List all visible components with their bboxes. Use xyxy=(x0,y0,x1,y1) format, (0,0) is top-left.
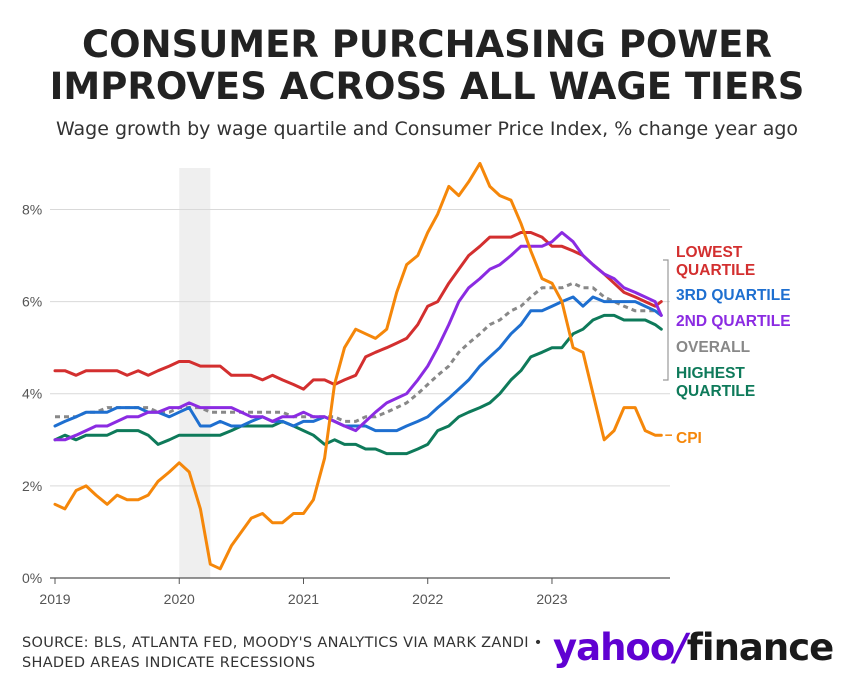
yahoo-finance-logo: yahoo/finance xyxy=(553,626,834,669)
source-note: SOURCE: BLS, ATLANTA FED, MOODY'S ANALYT… xyxy=(22,633,543,673)
chart-subtitle: Wage growth by wage quartile and Consume… xyxy=(55,118,799,140)
x-tick-label: 2021 xyxy=(288,591,319,607)
series-label: 3RD QUARTILE xyxy=(676,287,791,304)
x-tick-label: 2023 xyxy=(536,591,567,607)
recession-shading-layer xyxy=(179,168,211,578)
series-line-2nd-quartile xyxy=(53,231,663,442)
series-layer xyxy=(53,161,663,571)
title-line-2: IMPROVES ACROSS ALL WAGE TIERS xyxy=(49,65,805,108)
y-tick-label: 6% xyxy=(22,294,42,310)
logo-yahoo-text: yahoo xyxy=(553,626,675,669)
y-tick-label: 0% xyxy=(22,570,42,586)
x-tick-label: 2019 xyxy=(39,591,70,607)
grid-layer xyxy=(50,208,670,579)
y-tick-label: 4% xyxy=(22,386,42,402)
title-line-1: CONSUMER PURCHASING POWER xyxy=(82,23,772,66)
label-bracket xyxy=(663,259,669,381)
x-tick-label: 2022 xyxy=(412,591,443,607)
recession-band xyxy=(179,168,211,578)
series-label: CPI xyxy=(676,430,702,447)
series-label: LOWEST xyxy=(676,244,743,261)
series-line-highest-quartile xyxy=(53,313,663,456)
chart-title: CONSUMER PURCHASING POWER IMPROVES ACROS… xyxy=(0,24,854,108)
logo-slash: / xyxy=(674,626,687,669)
series-line-overall xyxy=(55,281,663,423)
series-line-3rd-quartile xyxy=(53,295,663,433)
source-line-1: SOURCE: BLS, ATLANTA FED, MOODY'S ANALYT… xyxy=(22,635,543,651)
y-tick-label: 2% xyxy=(22,478,42,494)
series-label: 2ND QUARTILE xyxy=(676,313,791,330)
logo-finance-text: finance xyxy=(686,626,834,669)
series-label: HIGHEST xyxy=(676,365,745,382)
series-label: QUARTILE xyxy=(676,383,755,400)
series-line-cpi xyxy=(53,161,663,571)
source-line-2: SHADED AREAS INDICATE RECESSIONS xyxy=(22,655,316,671)
axis-layer: 0% 2% 4% 6% 8% 2019 2020 2021 2022 2023 xyxy=(22,201,568,607)
series-label: QUARTILE xyxy=(676,262,755,279)
x-tick-label: 2020 xyxy=(164,591,195,607)
y-tick-label: 8% xyxy=(22,201,42,217)
series-label: OVERALL xyxy=(676,339,750,356)
series-line-lowest-quartile xyxy=(53,231,663,391)
